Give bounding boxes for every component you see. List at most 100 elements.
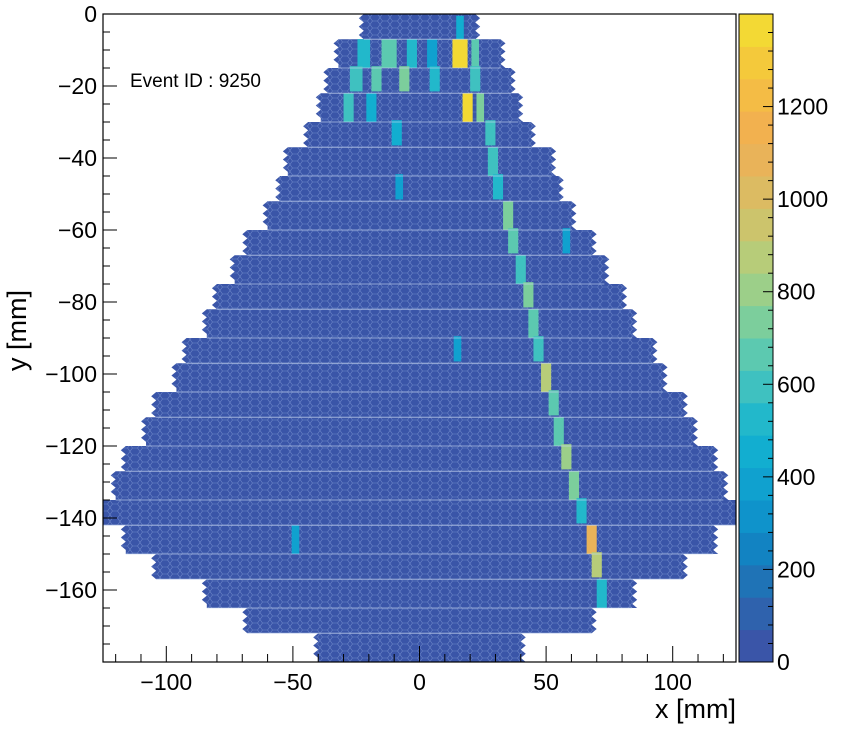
colorbar-band: [739, 176, 773, 209]
y-tick-label: −160: [45, 577, 97, 603]
colorbar-band: [739, 500, 773, 533]
row-separators: [103, 38, 736, 662]
x-tick-label: 0: [413, 669, 426, 695]
event-id-label: Event ID : 9250: [130, 71, 261, 92]
hit-cell: [343, 93, 354, 122]
hit-cell: [541, 363, 552, 392]
hit-cell: [357, 39, 371, 68]
colorbar-band: [739, 402, 773, 436]
hit-cell: [470, 66, 481, 92]
colorbar-band: [739, 370, 773, 404]
detector-row-texture: [303, 122, 536, 148]
x-tick-label: 100: [654, 669, 692, 695]
colorbar-band: [739, 435, 773, 469]
detector-row-texture: [171, 363, 668, 392]
detector-row-texture: [242, 608, 597, 634]
hit-cell: [471, 39, 480, 68]
detector-row-texture: [211, 284, 628, 310]
detector-row-texture: [262, 201, 577, 230]
hit-cell: [371, 66, 382, 92]
hit-cell: [476, 93, 485, 122]
y-tick-label: −60: [58, 217, 97, 243]
hit-cell: [487, 147, 498, 176]
detector-row-texture: [275, 176, 564, 202]
colorbar-frame: [738, 13, 774, 663]
hit-cell: [456, 15, 464, 42]
hit-cell: [349, 66, 363, 92]
y-tick-label: −20: [58, 73, 97, 99]
colorbar-band: [739, 240, 773, 274]
hit-cell: [366, 93, 377, 122]
hit-cell: [381, 39, 397, 68]
detector-row-texture: [282, 147, 557, 176]
detector-row-texture: [120, 525, 719, 554]
hit-cell: [562, 228, 571, 254]
colorbar-band: [739, 305, 773, 339]
colorbar-tick-label: 1000: [777, 186, 828, 212]
detector-row-texture: [242, 230, 597, 256]
hit-cell: [561, 444, 572, 470]
colorbar-band: [739, 143, 773, 177]
detector-row-texture: [151, 392, 688, 418]
y-tick-label: −100: [45, 361, 97, 387]
hit-cell: [548, 390, 559, 416]
y-tick-label: −120: [45, 433, 97, 459]
hit-cell: [515, 255, 526, 284]
hit-cell: [553, 417, 564, 446]
colorbar-band: [739, 46, 773, 80]
colorbar-tick-label: 600: [777, 371, 815, 397]
y-tick-label: −40: [58, 145, 97, 171]
y-tick-label: −140: [45, 505, 97, 531]
colorbar-tick-label: 800: [777, 279, 815, 305]
colorbar-tick-label: 1200: [777, 94, 828, 120]
detector-row-texture: [201, 579, 638, 608]
detector-row-texture: [151, 554, 688, 580]
colorbar-band: [739, 467, 773, 501]
colorbar-band: [739, 273, 773, 307]
y-axis: 0 −20 −40 −60 −80 −100 −120 −140 −160: [45, 1, 117, 663]
hit-cell: [291, 525, 300, 554]
hit-cell: [453, 336, 462, 362]
y-axis-title: y [mm]: [2, 290, 32, 371]
detector-row-texture: [120, 446, 719, 472]
hit-cell: [508, 228, 519, 254]
detector-row-texture: [229, 255, 610, 284]
colorbar-band: [739, 14, 773, 47]
hit-cell: [399, 66, 410, 92]
hit-cell: [452, 39, 468, 68]
x-tick-label: 50: [533, 669, 559, 695]
y-tick-label: −80: [58, 289, 97, 315]
colorbar-band: [739, 111, 773, 145]
x-axis: −100 −50 0 50 100: [115, 646, 724, 695]
colorbar-band: [739, 208, 773, 242]
hit-cell: [492, 174, 504, 200]
colorbar-band: [739, 629, 773, 663]
colorbar-band: [739, 338, 773, 371]
colorbar-band: [739, 597, 773, 631]
hit-cell: [533, 336, 544, 362]
hit-cell: [429, 66, 440, 92]
hit-cell: [576, 498, 587, 524]
hit-cell: [586, 525, 597, 554]
hit-cell: [462, 93, 473, 122]
x-axis-title: x [mm]: [655, 694, 736, 724]
colorbar-tick-label: 0: [777, 649, 790, 675]
hit-cell: [528, 309, 539, 338]
hit-cell: [503, 201, 514, 230]
hit-cell: [523, 282, 534, 308]
detector-row-texture: [110, 471, 729, 500]
x-tick-label: −50: [273, 669, 312, 695]
colorbar-tick-label: 200: [777, 556, 815, 582]
colorbar-tick-label: 400: [777, 464, 815, 490]
detector-row-texture: [181, 338, 658, 364]
hit-cell: [596, 579, 607, 608]
detector-row-texture: [358, 14, 481, 40]
y-tick-label: 0: [84, 1, 97, 27]
x-tick-label: −100: [140, 669, 192, 695]
hit-cell: [391, 120, 402, 146]
colorbar-band: [739, 532, 773, 566]
hit-cell: [568, 471, 580, 500]
hit-cells: [291, 15, 607, 608]
hit-cell: [591, 552, 602, 578]
hit-cell: [406, 39, 417, 68]
